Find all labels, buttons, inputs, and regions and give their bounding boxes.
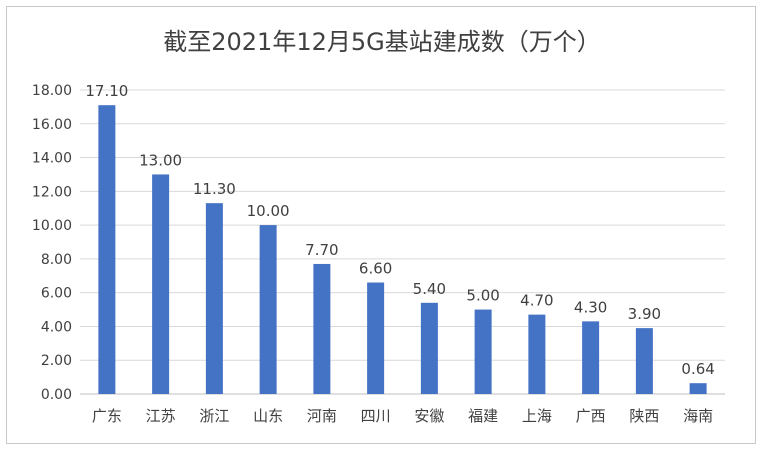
data-label: 6.60 [359,260,392,278]
y-tick-label: 12.00 [32,184,72,200]
bar [313,263,331,394]
data-label: 4.30 [574,298,607,316]
bar [205,203,223,394]
data-label: 11.30 [193,180,236,198]
data-label: 5.40 [413,280,446,298]
y-axis-ticks: 0.00 2.00 4.00 6.00 8.00 10.00 12.00 14.00 16.00… [32,83,72,403]
category-label: 山东 [253,407,283,425]
category-label: 福建 [468,407,498,425]
category-label: 浙江 [199,407,229,425]
bar [528,314,546,394]
category-label: 四川 [361,407,391,425]
bar [420,302,438,394]
bar [98,105,116,394]
data-label: 17.10 [85,82,128,100]
category-label: 安徽 [414,407,444,425]
category-label: 广西 [576,407,606,425]
data-label: 4.70 [520,292,553,310]
category-label: 江苏 [146,407,176,425]
data-labels: 17.10 13.00 11.30 10.00 7.70 6.60 5.40 5.00 4.70… [85,82,714,378]
category-label: 陕西 [629,407,659,425]
data-label: 7.70 [305,241,338,259]
category-label: 上海 [522,407,552,425]
data-label: 0.64 [681,360,714,378]
y-tick-label: 8.00 [41,252,72,268]
data-label: 3.90 [628,305,661,323]
bar [635,328,653,394]
data-label: 13.00 [139,151,182,169]
category-label: 广东 [92,407,122,425]
y-tick-label: 16.00 [32,117,72,133]
bar [689,383,707,394]
chart-title: 截至2021年12月5G基站建成数（万个） [163,28,601,56]
bars [98,105,707,394]
data-label: 5.00 [466,287,499,305]
category-label: 海南 [683,407,713,425]
bar [474,309,492,394]
bar [152,174,170,394]
gridlines [80,89,725,395]
y-tick-label: 2.00 [41,353,72,369]
category-label: 河南 [307,407,337,425]
y-tick-label: 18.00 [32,83,72,99]
y-tick-label: 0.00 [41,387,72,403]
bar [259,225,277,394]
y-tick-label: 6.00 [41,286,72,302]
data-label: 10.00 [247,202,290,220]
y-tick-label: 14.00 [32,151,72,167]
bar [582,321,600,394]
category-labels: 广东 江苏 浙江 山东 河南 四川 安徽 福建 上海 广西 陕西 海南 [92,407,713,425]
y-tick-label: 4.00 [41,319,72,335]
bar [367,282,385,394]
y-tick-label: 10.00 [32,218,72,234]
